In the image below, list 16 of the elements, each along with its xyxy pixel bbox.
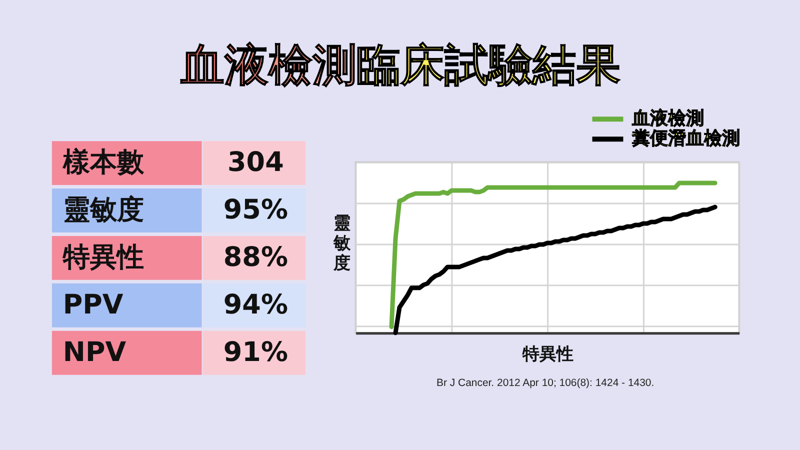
text: 304: [228, 147, 284, 178]
legend-label: 糞便潛血檢測: [631, 128, 740, 150]
category-label: PPV: [62, 289, 124, 320]
x-axis-title: 特異性: [521, 344, 574, 364]
text: 94%: [223, 289, 288, 320]
text: 95%: [223, 194, 288, 226]
category-label: 樣本數: [62, 147, 145, 178]
text: 88%: [223, 242, 288, 273]
text: 91%: [223, 336, 288, 368]
y-axis-title: 靈敏度: [332, 213, 352, 274]
text: Br J Cancer. 2012 Apr 10; 106(8): 1424 - 1430.: [436, 378, 654, 389]
category-label: NPV: [62, 336, 126, 368]
category-label: 特異性: [62, 242, 144, 273]
legend-label: 血液檢測: [631, 108, 704, 130]
category-label: 靈敏度: [62, 194, 144, 226]
text: 血液檢測臨床試驗結果: [180, 40, 620, 92]
